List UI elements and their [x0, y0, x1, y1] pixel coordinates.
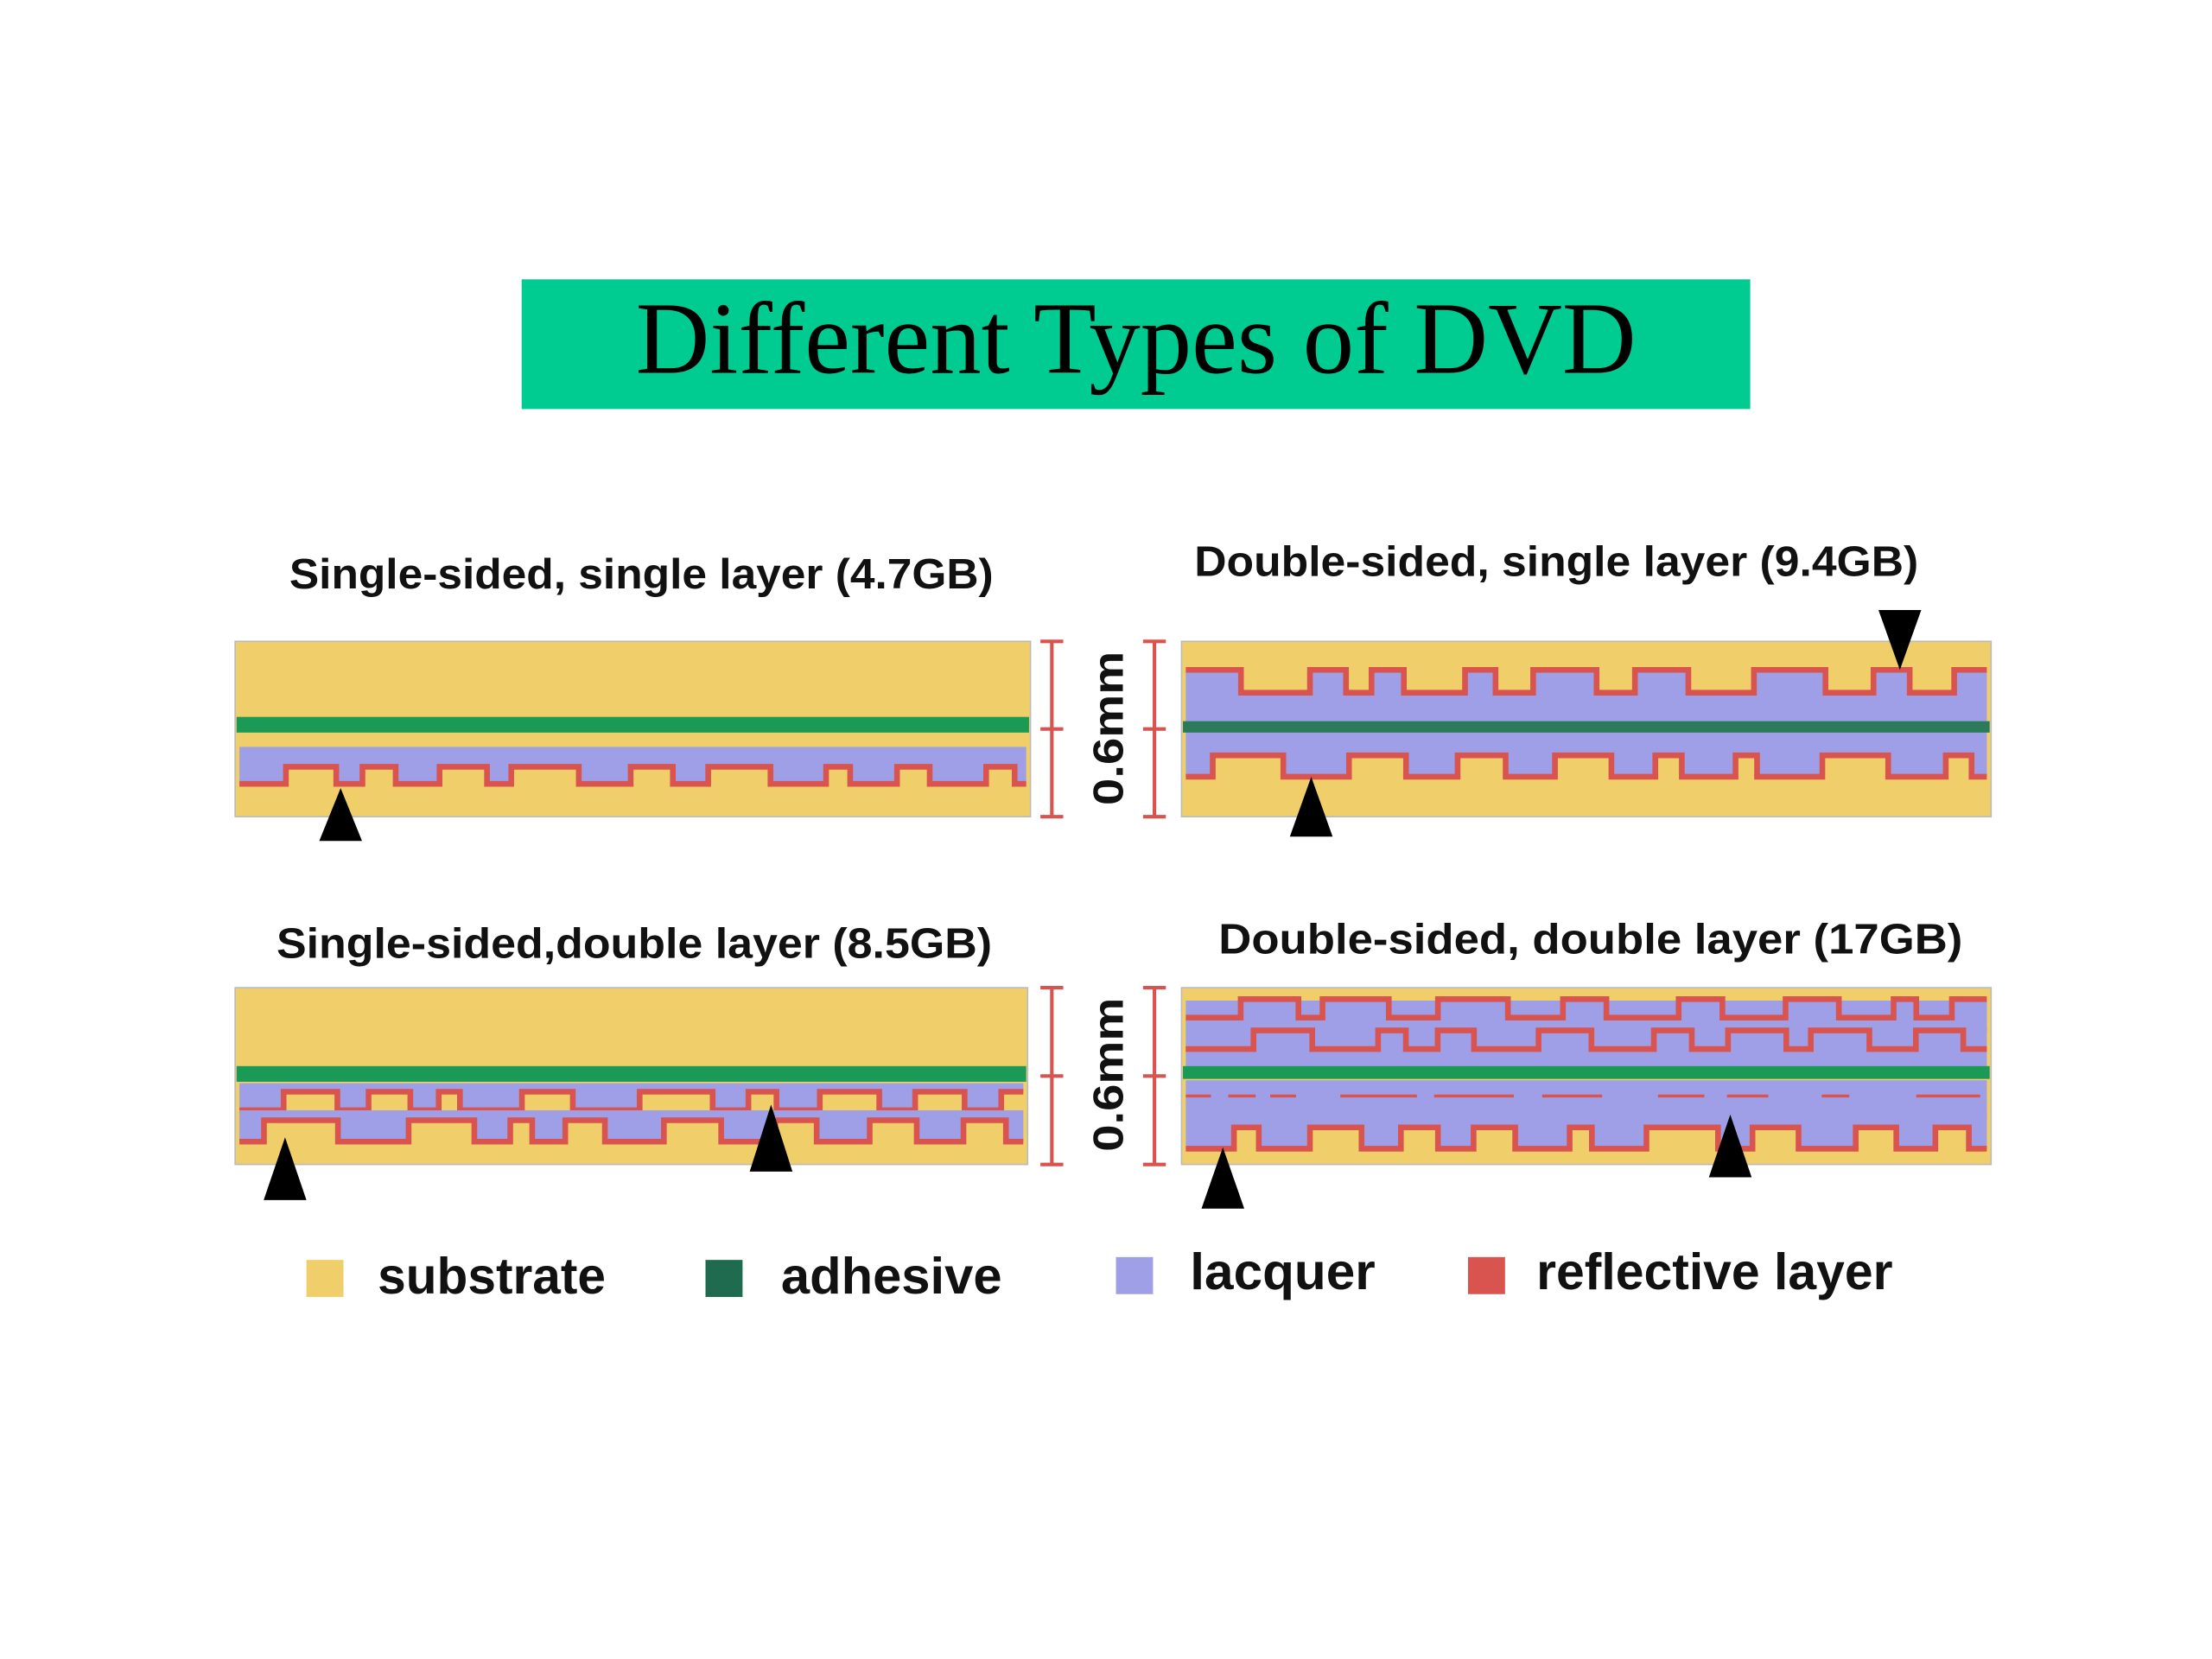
- reflective-layer: [1185, 666, 1987, 696]
- panel-label: Single-sided, single layer (4.7GB): [289, 550, 994, 598]
- lacquer: [1185, 1097, 1987, 1149]
- reflective-layer: [1185, 995, 1987, 1021]
- dimension-bar: [1040, 639, 1064, 819]
- panel-label: Single-sided,double layer (8.5GB): [276, 919, 992, 967]
- diagrams: [234, 609, 1993, 1209]
- reflective-layer: [1185, 752, 1987, 780]
- adhesive: [236, 1065, 1027, 1082]
- dimension-bar: [1040, 986, 1064, 1166]
- reflective-layer: [239, 1117, 1024, 1145]
- laser-arrow: [264, 1137, 307, 1200]
- lacquer: [1185, 1030, 1987, 1068]
- adhesive: [1183, 1065, 1990, 1079]
- dimension-bar: [1142, 639, 1166, 819]
- laser-arrow: [1708, 1114, 1752, 1178]
- title-box: [521, 279, 1751, 410]
- legend-label: adhesive: [781, 1247, 1002, 1305]
- laser-arrow: [1878, 609, 1922, 671]
- legend-swatch: [1467, 1256, 1505, 1294]
- laser-arrow: [319, 788, 362, 842]
- laser-arrow: [1289, 776, 1333, 837]
- panel-label: Double-sided, double layer (17GB): [1218, 915, 1962, 963]
- legend-swatch: [1116, 1256, 1154, 1294]
- legend-label: lacquer: [1190, 1243, 1375, 1300]
- adhesive: [1183, 721, 1990, 733]
- legend-label: reflective layer: [1536, 1243, 1892, 1300]
- lacquer: [1185, 670, 1987, 724]
- title: Different Types of DVD: [636, 281, 1637, 395]
- reflective-layer: [1185, 1027, 1987, 1052]
- lacquer: [239, 1083, 1024, 1110]
- dimension-label: 0.6mm: [1085, 998, 1133, 1152]
- legend-swatch: [705, 1260, 743, 1298]
- adhesive: [236, 716, 1029, 733]
- dimension-label: 0.6mm: [1085, 652, 1133, 805]
- legend-swatch: [306, 1260, 344, 1298]
- legend-label: substrate: [378, 1247, 606, 1305]
- reflective-layer: [239, 764, 1027, 787]
- panel-label: Double-sided, single layer (9.4GB): [1194, 537, 1918, 585]
- reflective-layer: [1185, 1124, 1987, 1152]
- laser-arrow: [1201, 1147, 1244, 1209]
- reflective-layer: [239, 1089, 1024, 1114]
- dimension-bar: [1142, 986, 1166, 1166]
- laser-arrow: [749, 1104, 793, 1172]
